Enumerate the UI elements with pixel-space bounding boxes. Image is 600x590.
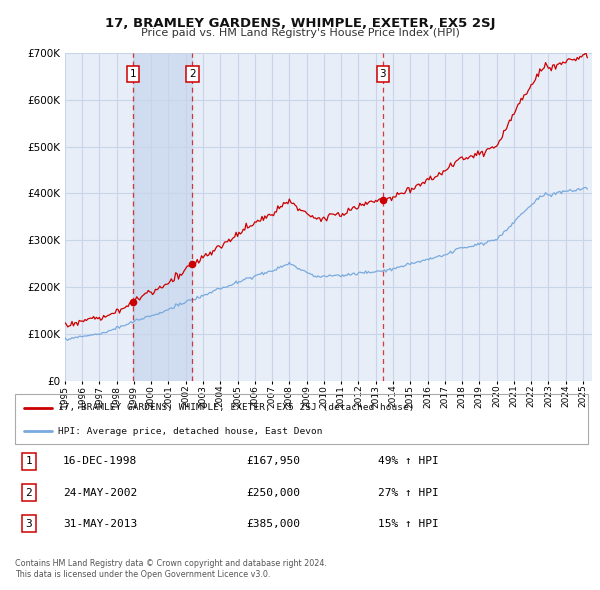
Text: 15% ↑ HPI: 15% ↑ HPI — [378, 519, 439, 529]
Text: 2: 2 — [189, 70, 196, 80]
Text: 17, BRAMLEY GARDENS, WHIMPLE, EXETER, EX5 2SJ: 17, BRAMLEY GARDENS, WHIMPLE, EXETER, EX… — [105, 17, 495, 30]
Text: 3: 3 — [379, 70, 386, 80]
Bar — [133, 53, 193, 381]
Text: 24-MAY-2002: 24-MAY-2002 — [63, 488, 137, 497]
Text: £167,950: £167,950 — [246, 457, 300, 466]
Text: £385,000: £385,000 — [246, 519, 300, 529]
Text: 49% ↑ HPI: 49% ↑ HPI — [378, 457, 439, 466]
Text: 16-DEC-1998: 16-DEC-1998 — [63, 457, 137, 466]
Text: 17, BRAMLEY GARDENS, WHIMPLE, EXETER, EX5 2SJ (detached house): 17, BRAMLEY GARDENS, WHIMPLE, EXETER, EX… — [58, 403, 415, 412]
Text: This data is licensed under the Open Government Licence v3.0.: This data is licensed under the Open Gov… — [15, 570, 271, 579]
Text: Contains HM Land Registry data © Crown copyright and database right 2024.: Contains HM Land Registry data © Crown c… — [15, 559, 327, 568]
Text: HPI: Average price, detached house, East Devon: HPI: Average price, detached house, East… — [58, 427, 322, 435]
Text: 3: 3 — [25, 519, 32, 529]
Text: 31-MAY-2013: 31-MAY-2013 — [63, 519, 137, 529]
Text: Price paid vs. HM Land Registry's House Price Index (HPI): Price paid vs. HM Land Registry's House … — [140, 28, 460, 38]
Text: 1: 1 — [25, 457, 32, 466]
Text: £250,000: £250,000 — [246, 488, 300, 497]
Text: 1: 1 — [130, 70, 137, 80]
Text: 2: 2 — [25, 488, 32, 497]
Text: 27% ↑ HPI: 27% ↑ HPI — [378, 488, 439, 497]
